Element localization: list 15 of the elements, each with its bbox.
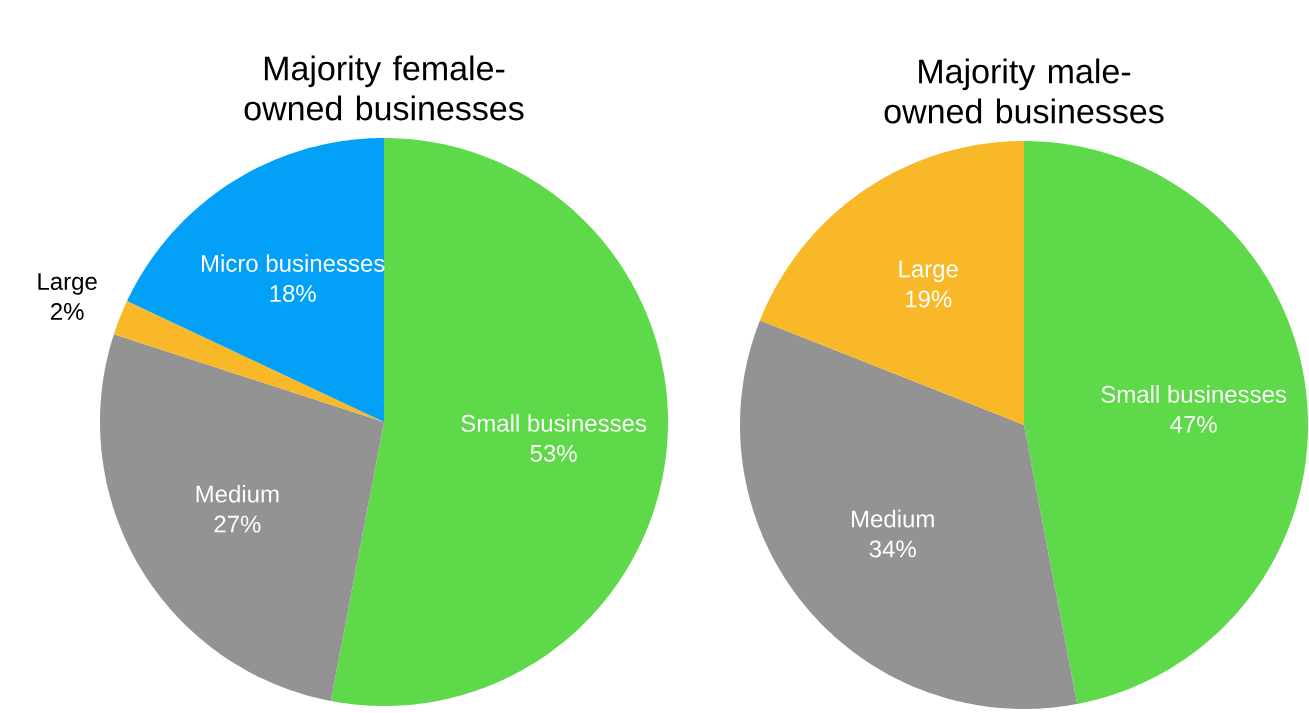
slice-label: Small businesses [1101, 385, 1287, 403]
chart-title: Majority female-owned businesses [244, 55, 524, 121]
data-label: 34% [869, 540, 916, 558]
data-label: 53% [530, 444, 577, 462]
data-label: 27% [214, 515, 261, 533]
slice-label: Medium [852, 509, 934, 528]
slice-label: Large [899, 260, 958, 283]
data-label: 47% [1170, 415, 1217, 433]
data-label: 19% [906, 290, 952, 308]
slice-label: Medium [196, 484, 279, 503]
data-label: 2% [51, 302, 84, 320]
slice-label: Small businesses [461, 414, 647, 432]
slice-label: Large [38, 273, 97, 295]
chart-title: Majority male-owned businesses [884, 58, 1164, 124]
data-label: 18% [270, 284, 316, 302]
